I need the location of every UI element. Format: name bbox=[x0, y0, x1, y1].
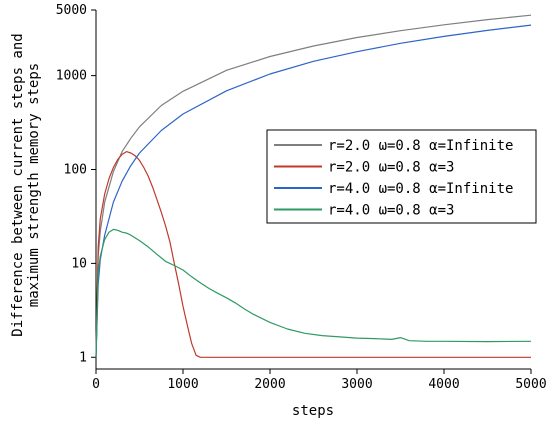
legend-label-4: r=4.0 ω=0.8 α=3 bbox=[328, 203, 454, 219]
x-tick-label: 2000 bbox=[254, 377, 285, 392]
legend-label-1: r=2.0 ω=0.8 α=Infinite bbox=[328, 138, 513, 154]
y-tick-label: 100 bbox=[64, 163, 87, 178]
legend-label-3: r=4.0 ω=0.8 α=Infinite bbox=[328, 181, 513, 197]
series-line-4 bbox=[95, 228, 532, 358]
y-tick-label: 1000 bbox=[56, 69, 87, 84]
legend: r=2.0 ω=0.8 α=Infinite r=2.0 ω=0.8 α=3 r=4… bbox=[266, 129, 537, 224]
y-axis-title-line-1: Difference between current steps and bbox=[10, 33, 26, 336]
y-tick-label: 1 bbox=[79, 350, 87, 365]
x-tick-label: 0 bbox=[92, 377, 100, 392]
y-ticks: 1 10 100 1000 5000 bbox=[56, 3, 96, 365]
x-tick-label: 3000 bbox=[341, 377, 372, 392]
x-axis-title: steps bbox=[292, 403, 334, 419]
y-axis-title-line-2: maximum strength memory steps bbox=[26, 63, 42, 307]
series-line-3 bbox=[95, 24, 532, 358]
x-tick-label: 4000 bbox=[428, 377, 459, 392]
x-tick-label: 5000 bbox=[515, 377, 546, 392]
series-lines bbox=[95, 14, 532, 358]
y-tick-label: 5000 bbox=[56, 3, 87, 18]
y-tick-label: 10 bbox=[71, 256, 87, 271]
series-line-1 bbox=[95, 14, 532, 358]
plot-area: 0 1000 2000 3000 4000 5000 1 10 100 1000 5000 bbox=[56, 3, 547, 392]
legend-label-2: r=2.0 ω=0.8 α=3 bbox=[328, 160, 454, 176]
x-ticks: 0 1000 2000 3000 4000 5000 bbox=[92, 369, 547, 392]
x-tick-label: 1000 bbox=[167, 377, 198, 392]
y-axis-title: Difference between current steps and max… bbox=[10, 33, 42, 336]
legend-items: r=2.0 ω=0.8 α=Infinite r=2.0 ω=0.8 α=3 r=4… bbox=[274, 138, 513, 219]
series-line-2 bbox=[95, 151, 531, 358]
